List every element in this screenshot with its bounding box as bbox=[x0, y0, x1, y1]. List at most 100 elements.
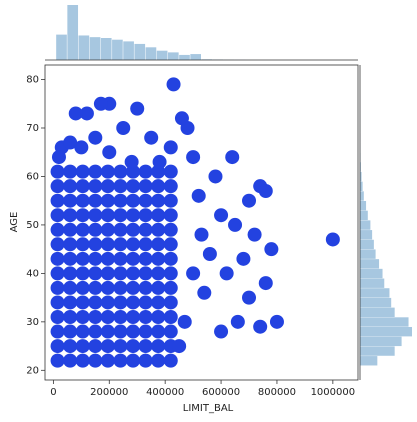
point bbox=[126, 280, 141, 295]
point bbox=[113, 164, 128, 179]
point bbox=[202, 247, 217, 261]
point bbox=[166, 77, 181, 92]
point bbox=[113, 324, 128, 339]
histogram-bar bbox=[67, 5, 79, 60]
y-tick-label: 70 bbox=[26, 123, 39, 134]
y-tick-label: 30 bbox=[26, 317, 39, 328]
point bbox=[50, 266, 65, 281]
point bbox=[130, 101, 145, 116]
histogram-bar bbox=[360, 356, 378, 366]
point bbox=[236, 251, 251, 266]
point bbox=[194, 227, 209, 242]
point bbox=[113, 280, 128, 295]
point bbox=[126, 208, 141, 223]
point bbox=[163, 353, 178, 368]
x-tick-label: 0 bbox=[50, 387, 56, 398]
point bbox=[51, 150, 66, 165]
point bbox=[151, 179, 166, 194]
point bbox=[50, 164, 65, 179]
point bbox=[113, 353, 128, 368]
point bbox=[75, 251, 90, 266]
point bbox=[88, 324, 103, 339]
point bbox=[126, 222, 141, 237]
point bbox=[63, 222, 78, 237]
point bbox=[63, 251, 78, 266]
y-tick-label: 40 bbox=[26, 268, 39, 279]
point bbox=[116, 121, 131, 135]
histogram-bar bbox=[360, 249, 376, 259]
point bbox=[151, 295, 166, 310]
histogram-bar bbox=[112, 39, 123, 60]
point bbox=[88, 339, 103, 354]
point bbox=[88, 310, 103, 324]
point bbox=[163, 193, 178, 208]
point bbox=[88, 266, 103, 281]
histogram-bar bbox=[56, 34, 67, 60]
point bbox=[75, 295, 90, 310]
point bbox=[138, 266, 153, 281]
point bbox=[75, 310, 90, 324]
point bbox=[138, 193, 153, 208]
point bbox=[113, 237, 128, 252]
point bbox=[100, 310, 115, 324]
histogram-bar bbox=[134, 43, 146, 60]
y-tick-label: 80 bbox=[26, 75, 39, 86]
x-tick-label: 200000 bbox=[90, 387, 128, 398]
point bbox=[63, 237, 78, 252]
point bbox=[63, 295, 78, 310]
point bbox=[126, 193, 141, 208]
point bbox=[113, 295, 128, 310]
histogram-bar bbox=[360, 162, 361, 172]
point bbox=[151, 310, 166, 324]
histogram-bar bbox=[360, 317, 409, 327]
histogram-bar bbox=[156, 50, 168, 60]
point bbox=[100, 208, 115, 223]
histogram-bar bbox=[360, 307, 395, 317]
point bbox=[88, 251, 103, 266]
point bbox=[50, 310, 65, 324]
point bbox=[177, 314, 192, 329]
point bbox=[88, 164, 103, 179]
point bbox=[124, 154, 139, 169]
point bbox=[151, 324, 166, 339]
point bbox=[163, 251, 178, 266]
point bbox=[163, 324, 178, 339]
point bbox=[100, 164, 115, 179]
point bbox=[100, 222, 115, 237]
point bbox=[144, 130, 159, 145]
point bbox=[126, 237, 141, 252]
point bbox=[163, 266, 178, 281]
point bbox=[50, 237, 65, 252]
point bbox=[50, 324, 65, 339]
point bbox=[100, 179, 115, 194]
point bbox=[138, 237, 153, 252]
point bbox=[126, 251, 141, 266]
point bbox=[163, 179, 178, 194]
point bbox=[88, 237, 103, 252]
point bbox=[63, 324, 78, 339]
point bbox=[163, 164, 178, 179]
point bbox=[138, 295, 153, 310]
point bbox=[100, 324, 115, 339]
point bbox=[75, 266, 90, 281]
point bbox=[174, 111, 189, 126]
histogram-bar bbox=[360, 200, 367, 211]
point bbox=[63, 135, 78, 150]
point bbox=[63, 353, 78, 368]
point bbox=[126, 339, 141, 354]
point bbox=[88, 193, 103, 208]
point bbox=[138, 353, 153, 368]
point bbox=[113, 222, 128, 237]
point bbox=[163, 222, 178, 237]
point bbox=[163, 208, 178, 223]
point bbox=[75, 237, 90, 252]
point bbox=[126, 324, 141, 339]
histogram-bar bbox=[360, 297, 392, 308]
point bbox=[126, 310, 141, 324]
histogram-bar bbox=[360, 336, 402, 347]
point bbox=[151, 353, 166, 368]
histogram-bar bbox=[360, 191, 364, 201]
point bbox=[138, 324, 153, 339]
point bbox=[93, 96, 108, 111]
